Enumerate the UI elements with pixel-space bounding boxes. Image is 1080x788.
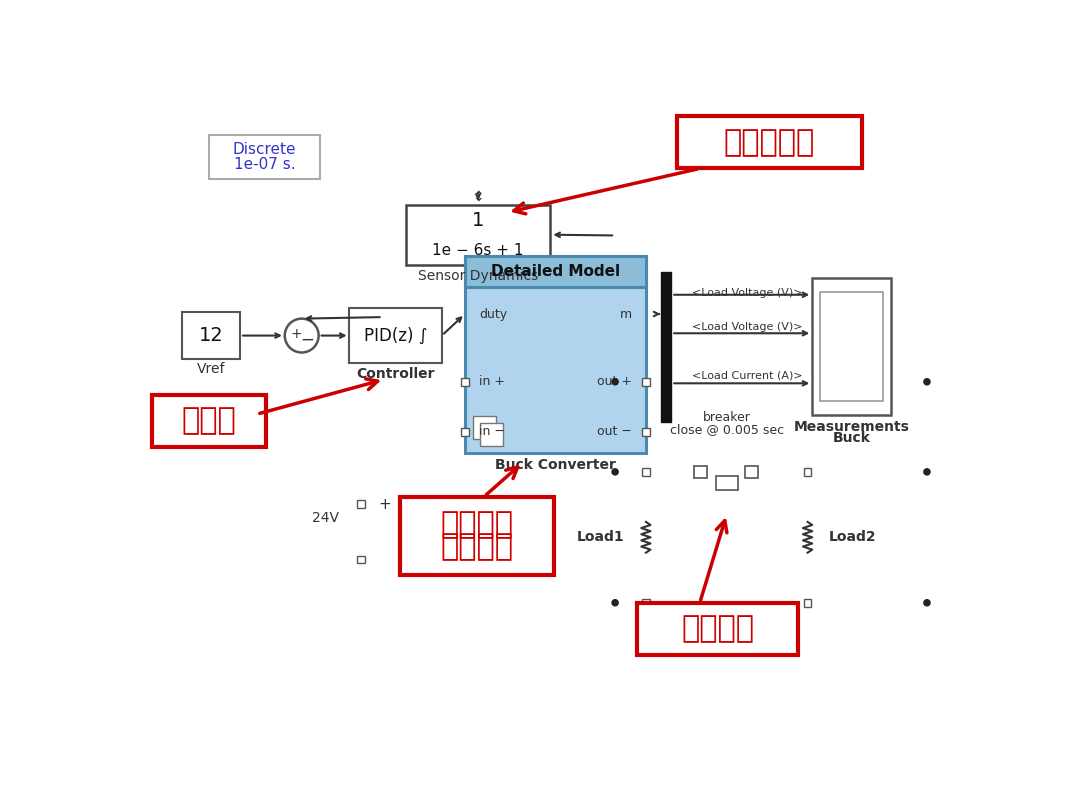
Text: Buck Converter: Buck Converter	[495, 458, 616, 472]
Text: Load2: Load2	[829, 530, 877, 545]
Bar	[642, 428, 650, 436]
Bar	[400, 496, 554, 575]
Text: 传感器动态: 传感器动态	[724, 128, 814, 157]
Text: PID(z) ∫: PID(z) ∫	[364, 326, 428, 344]
Bar	[473, 415, 496, 439]
Bar	[465, 256, 646, 452]
Circle shape	[612, 469, 618, 475]
Bar	[350, 308, 442, 363]
Bar	[461, 428, 469, 436]
Text: close @ 0.005 sec: close @ 0.005 sec	[670, 423, 784, 436]
Bar	[357, 500, 365, 508]
Text: Discrete: Discrete	[232, 142, 296, 157]
Bar	[745, 466, 757, 478]
Bar	[637, 603, 798, 655]
Text: Sensor Dynamics: Sensor Dynamics	[418, 269, 538, 283]
Text: ↕: ↕	[472, 190, 484, 204]
Circle shape	[612, 600, 618, 606]
Bar	[151, 395, 266, 448]
Text: Load1: Load1	[577, 530, 624, 545]
Bar	[804, 468, 811, 476]
Text: 控制器: 控制器	[181, 407, 235, 436]
Circle shape	[923, 469, 930, 475]
Text: Vref: Vref	[197, 362, 226, 377]
Bar	[677, 116, 862, 169]
Bar	[694, 466, 706, 478]
Circle shape	[285, 318, 319, 352]
Text: −: −	[300, 330, 314, 348]
Text: 12: 12	[199, 326, 224, 345]
Bar	[465, 256, 646, 287]
Text: Controller: Controller	[356, 367, 435, 381]
Bar	[357, 556, 365, 563]
Text: 负载变化: 负载变化	[681, 615, 754, 644]
Circle shape	[612, 379, 618, 385]
Text: m: m	[620, 307, 632, 321]
Bar	[208, 135, 320, 179]
Text: Buck: Buck	[833, 431, 870, 445]
Text: <Load Voltage (V)>: <Load Voltage (V)>	[692, 322, 802, 332]
Bar	[661, 272, 672, 422]
Bar	[716, 476, 738, 489]
Text: 1e-07 s.: 1e-07 s.	[233, 157, 295, 172]
Bar	[461, 378, 469, 385]
Text: breaker: breaker	[703, 411, 751, 425]
Bar	[406, 205, 551, 265]
Text: Detailed Model: Detailed Model	[491, 264, 620, 279]
Circle shape	[923, 600, 930, 606]
Text: Measurements: Measurements	[794, 420, 909, 434]
Bar	[642, 468, 650, 476]
Bar	[804, 599, 811, 607]
Text: out +: out +	[597, 375, 632, 388]
Text: 电子线路: 电子线路	[440, 511, 513, 539]
Bar	[812, 278, 891, 414]
Text: +: +	[291, 327, 302, 341]
Bar	[183, 313, 240, 359]
Bar	[642, 599, 650, 607]
Text: <Load Voltage (V)>: <Load Voltage (V)>	[692, 288, 802, 298]
Text: +: +	[378, 496, 391, 511]
Text: <Load Current (A)>: <Load Current (A)>	[692, 370, 802, 381]
Text: in +: in +	[478, 375, 504, 388]
Text: in −: in −	[478, 426, 504, 438]
Text: duty: duty	[478, 307, 507, 321]
Bar	[820, 292, 883, 401]
Text: 24V: 24V	[312, 511, 339, 525]
Circle shape	[923, 379, 930, 385]
Text: out −: out −	[597, 426, 632, 438]
Bar	[481, 423, 503, 447]
Bar	[642, 378, 650, 385]
Text: 1: 1	[472, 210, 484, 229]
Text: 被控对象: 被控对象	[440, 532, 513, 561]
Text: 1e − 6s + 1: 1e − 6s + 1	[432, 243, 524, 258]
